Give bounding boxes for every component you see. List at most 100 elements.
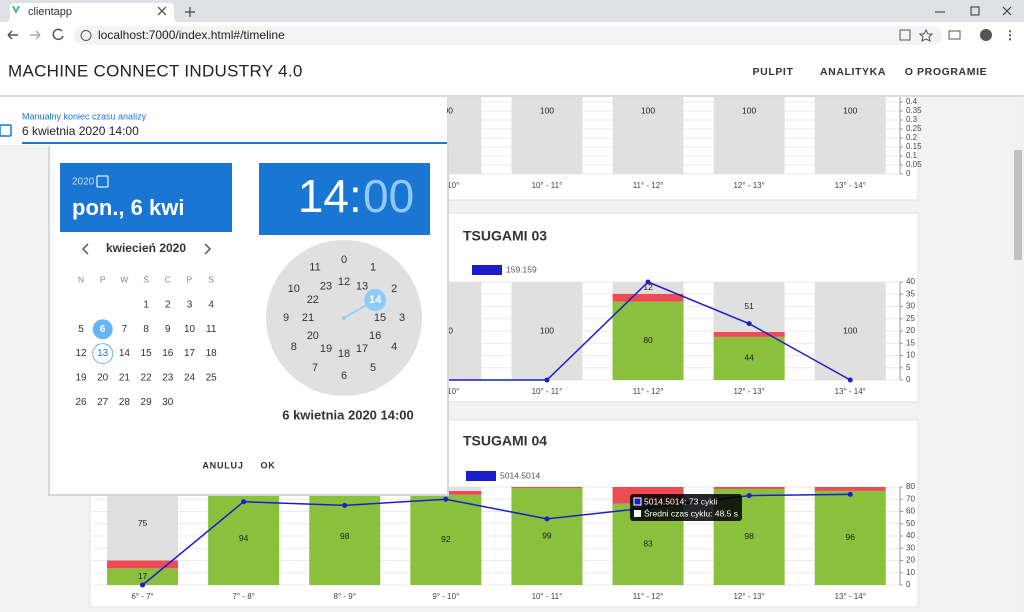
bar-segment	[107, 560, 179, 569]
picker-year[interactable]: 2020	[72, 177, 95, 188]
day[interactable]: 2	[165, 300, 171, 311]
calendar-icon[interactable]	[0, 124, 12, 137]
bar-segment	[713, 336, 785, 380]
x-tick-label: 12° - 13°	[733, 181, 764, 190]
day[interactable]: 7	[122, 324, 128, 335]
new-tab[interactable]	[185, 7, 195, 17]
clock-hour[interactable]: 5	[370, 362, 376, 374]
day[interactable]: 12	[75, 348, 87, 359]
back[interactable]	[7, 30, 18, 40]
clock-hour[interactable]: 8	[291, 341, 297, 353]
omnibox[interactable]	[74, 26, 942, 45]
day[interactable]: 28	[119, 397, 131, 408]
clock-hour[interactable]: 10	[288, 283, 300, 295]
clock-hour[interactable]: 18	[338, 348, 350, 360]
clock-hour[interactable]: 4	[391, 341, 397, 353]
prev-month[interactable]	[81, 243, 89, 255]
y2-tick-label: 25	[906, 314, 915, 323]
clock-hour[interactable]: 1	[370, 262, 376, 274]
day[interactable]: 21	[119, 373, 131, 384]
y2-tick-label: 0	[906, 580, 911, 589]
line-point	[443, 496, 449, 502]
day[interactable]: 6	[100, 324, 106, 335]
clock-hour[interactable]: 20	[307, 330, 319, 342]
clock-hour[interactable]: 22	[307, 294, 319, 306]
day[interactable]: 16	[162, 348, 174, 359]
time-header[interactable]	[259, 163, 430, 235]
clock-hour[interactable]: 9	[283, 312, 289, 324]
day[interactable]: 10	[184, 324, 196, 335]
bar-segment	[713, 487, 785, 489]
tooltip-line: Średni czas cyklu: 48.5 s	[644, 507, 738, 518]
clock-hour[interactable]: 14	[369, 294, 382, 306]
site-info[interactable]	[80, 30, 92, 41]
day[interactable]: 23	[162, 373, 174, 384]
clock-hour[interactable]: 15	[374, 312, 386, 324]
day[interactable]: 4	[208, 300, 214, 311]
day[interactable]: 30	[162, 397, 174, 408]
day[interactable]: 22	[141, 373, 153, 384]
legend-swatch	[466, 471, 496, 481]
clock-hour[interactable]: 2	[391, 283, 397, 295]
day[interactable]: 15	[141, 348, 153, 359]
clock-hour[interactable]: 16	[369, 330, 381, 342]
day[interactable]: 26	[75, 397, 87, 408]
forward[interactable]	[30, 30, 41, 40]
scrollbar-thumb[interactable]	[1014, 150, 1022, 260]
day[interactable]: 14	[119, 348, 131, 359]
bookmark-star[interactable]	[918, 28, 934, 42]
day[interactable]: 13	[97, 348, 109, 359]
nav-link[interactable]: O PROGRAMIE	[905, 66, 987, 78]
day[interactable]: 1	[143, 300, 149, 311]
day[interactable]: 24	[184, 373, 196, 384]
field-value[interactable]: 6 kwietnia 2020 14:00	[22, 124, 139, 138]
maximize[interactable]	[970, 6, 980, 16]
clock-hour[interactable]: 6	[341, 370, 347, 382]
clock-hour[interactable]: 23	[320, 281, 332, 293]
date-header[interactable]	[60, 163, 232, 232]
day[interactable]: 5	[78, 324, 84, 335]
picker-button[interactable]: OK	[260, 460, 275, 470]
day[interactable]: 19	[75, 373, 87, 384]
clock-hour[interactable]: 12	[338, 276, 350, 288]
nav-link[interactable]: PULPIT	[753, 66, 794, 78]
day[interactable]: 3	[187, 300, 193, 311]
day[interactable]: 18	[206, 348, 218, 359]
day[interactable]: 20	[97, 373, 109, 384]
clock-hour[interactable]: 21	[302, 312, 314, 324]
day[interactable]: 9	[165, 324, 171, 335]
legend-label: 159.159	[506, 264, 537, 274]
close-window[interactable]	[1002, 6, 1012, 16]
picker-button[interactable]: ANULUJ	[202, 460, 243, 470]
bar-label: 44	[744, 353, 754, 363]
clock-hour[interactable]: 17	[356, 343, 368, 355]
clock-hour[interactable]: 7	[312, 362, 318, 374]
url[interactable]: localhost:7000/index.html#/timeline	[98, 28, 285, 42]
day[interactable]: 11	[206, 324, 217, 335]
translate-icon[interactable]	[899, 29, 911, 41]
next-month[interactable]	[204, 243, 212, 255]
clock-hour[interactable]: 13	[356, 281, 368, 293]
bar-label: 75	[138, 518, 148, 528]
day[interactable]: 29	[141, 397, 153, 408]
picker-hour[interactable]: 14	[298, 170, 349, 222]
reload[interactable]	[52, 28, 64, 41]
nav-link[interactable]: ANALITYKA	[820, 66, 886, 78]
clock-hour[interactable]: 0	[341, 254, 347, 266]
clock-hour[interactable]: 19	[320, 343, 332, 355]
picker-minute[interactable]: 00	[363, 170, 414, 222]
day[interactable]: 8	[143, 324, 149, 335]
clock-hour[interactable]: 3	[399, 312, 405, 324]
tab[interactable]	[6, 3, 178, 22]
y2-tick-label: 0.3	[906, 115, 918, 124]
day[interactable]: 17	[184, 348, 196, 359]
profile-icon[interactable]	[980, 29, 992, 41]
day[interactable]: 25	[206, 373, 218, 384]
picker-date[interactable]: pon., 6 kwi	[72, 195, 184, 220]
tab-close[interactable]	[157, 6, 167, 16]
clock-hour[interactable]: 11	[309, 262, 320, 274]
weekday: S	[208, 274, 214, 284]
cast-icon[interactable]	[948, 30, 961, 40]
bar-segment	[208, 492, 280, 585]
day[interactable]: 27	[97, 397, 109, 408]
